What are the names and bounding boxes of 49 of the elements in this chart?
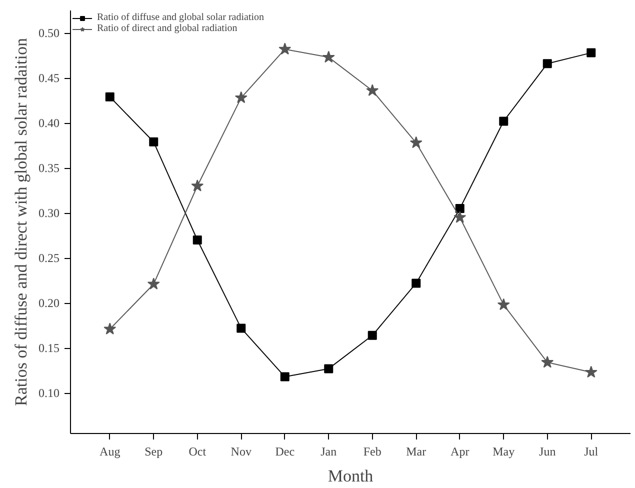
x-tick-label: Jun xyxy=(539,444,556,458)
x-tick-label: Nov xyxy=(230,444,252,458)
point xyxy=(278,42,292,55)
point xyxy=(147,278,160,290)
point xyxy=(105,92,114,102)
y-tick-label: 0.50 xyxy=(38,26,60,40)
point xyxy=(191,180,204,192)
x-tick-label: Oct xyxy=(188,444,207,458)
point xyxy=(149,137,158,146)
x-tick-label: Aug xyxy=(100,444,120,458)
point xyxy=(454,211,466,223)
point xyxy=(280,372,290,382)
y-tick-label: 0.35 xyxy=(38,161,60,175)
point xyxy=(586,48,596,58)
point xyxy=(234,91,248,104)
x-tick-label: Jan xyxy=(320,444,337,458)
y-axis-title: Ratios of diffuse and direct with global solar radaition xyxy=(12,38,30,406)
point xyxy=(410,136,422,148)
x-tick-label: Mar xyxy=(406,444,426,458)
point xyxy=(322,50,335,63)
y-tick-label: 0.15 xyxy=(38,341,60,355)
y-tick-label: 0.30 xyxy=(38,206,60,220)
x-tick-label: Dec xyxy=(275,444,295,458)
y-tick-label: 0.40 xyxy=(38,116,60,130)
point xyxy=(366,84,379,96)
point xyxy=(324,364,334,374)
x-tick-label: Sep xyxy=(144,444,163,458)
point xyxy=(541,356,554,368)
y-tick-label: 0.10 xyxy=(38,386,60,400)
point xyxy=(497,298,510,310)
x-tick-label: Jul xyxy=(584,444,599,458)
point xyxy=(236,324,246,333)
point xyxy=(542,59,552,68)
legend-label: Ratio of diffuse and global solar radiation xyxy=(97,12,264,23)
x-tick-label: Feb xyxy=(363,444,382,458)
point xyxy=(455,204,464,213)
x-tick-label: Apr xyxy=(450,444,470,458)
point xyxy=(412,278,421,288)
y-tick-label: 0.20 xyxy=(38,296,60,310)
point xyxy=(499,116,508,126)
y-tick-label: 0.45 xyxy=(38,71,60,85)
x-axis-title: Month xyxy=(328,466,374,486)
legend-label: Ratio of direct and global radiation xyxy=(97,23,238,34)
x-tick-label: May xyxy=(492,444,515,458)
point xyxy=(104,322,116,334)
point xyxy=(368,330,377,340)
y-tick-label: 0.25 xyxy=(38,251,60,265)
point xyxy=(584,366,598,378)
point xyxy=(192,236,202,244)
